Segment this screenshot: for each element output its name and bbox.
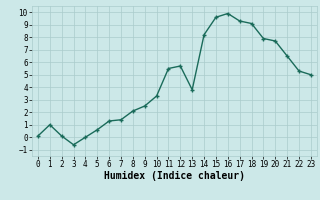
X-axis label: Humidex (Indice chaleur): Humidex (Indice chaleur)	[104, 171, 245, 181]
